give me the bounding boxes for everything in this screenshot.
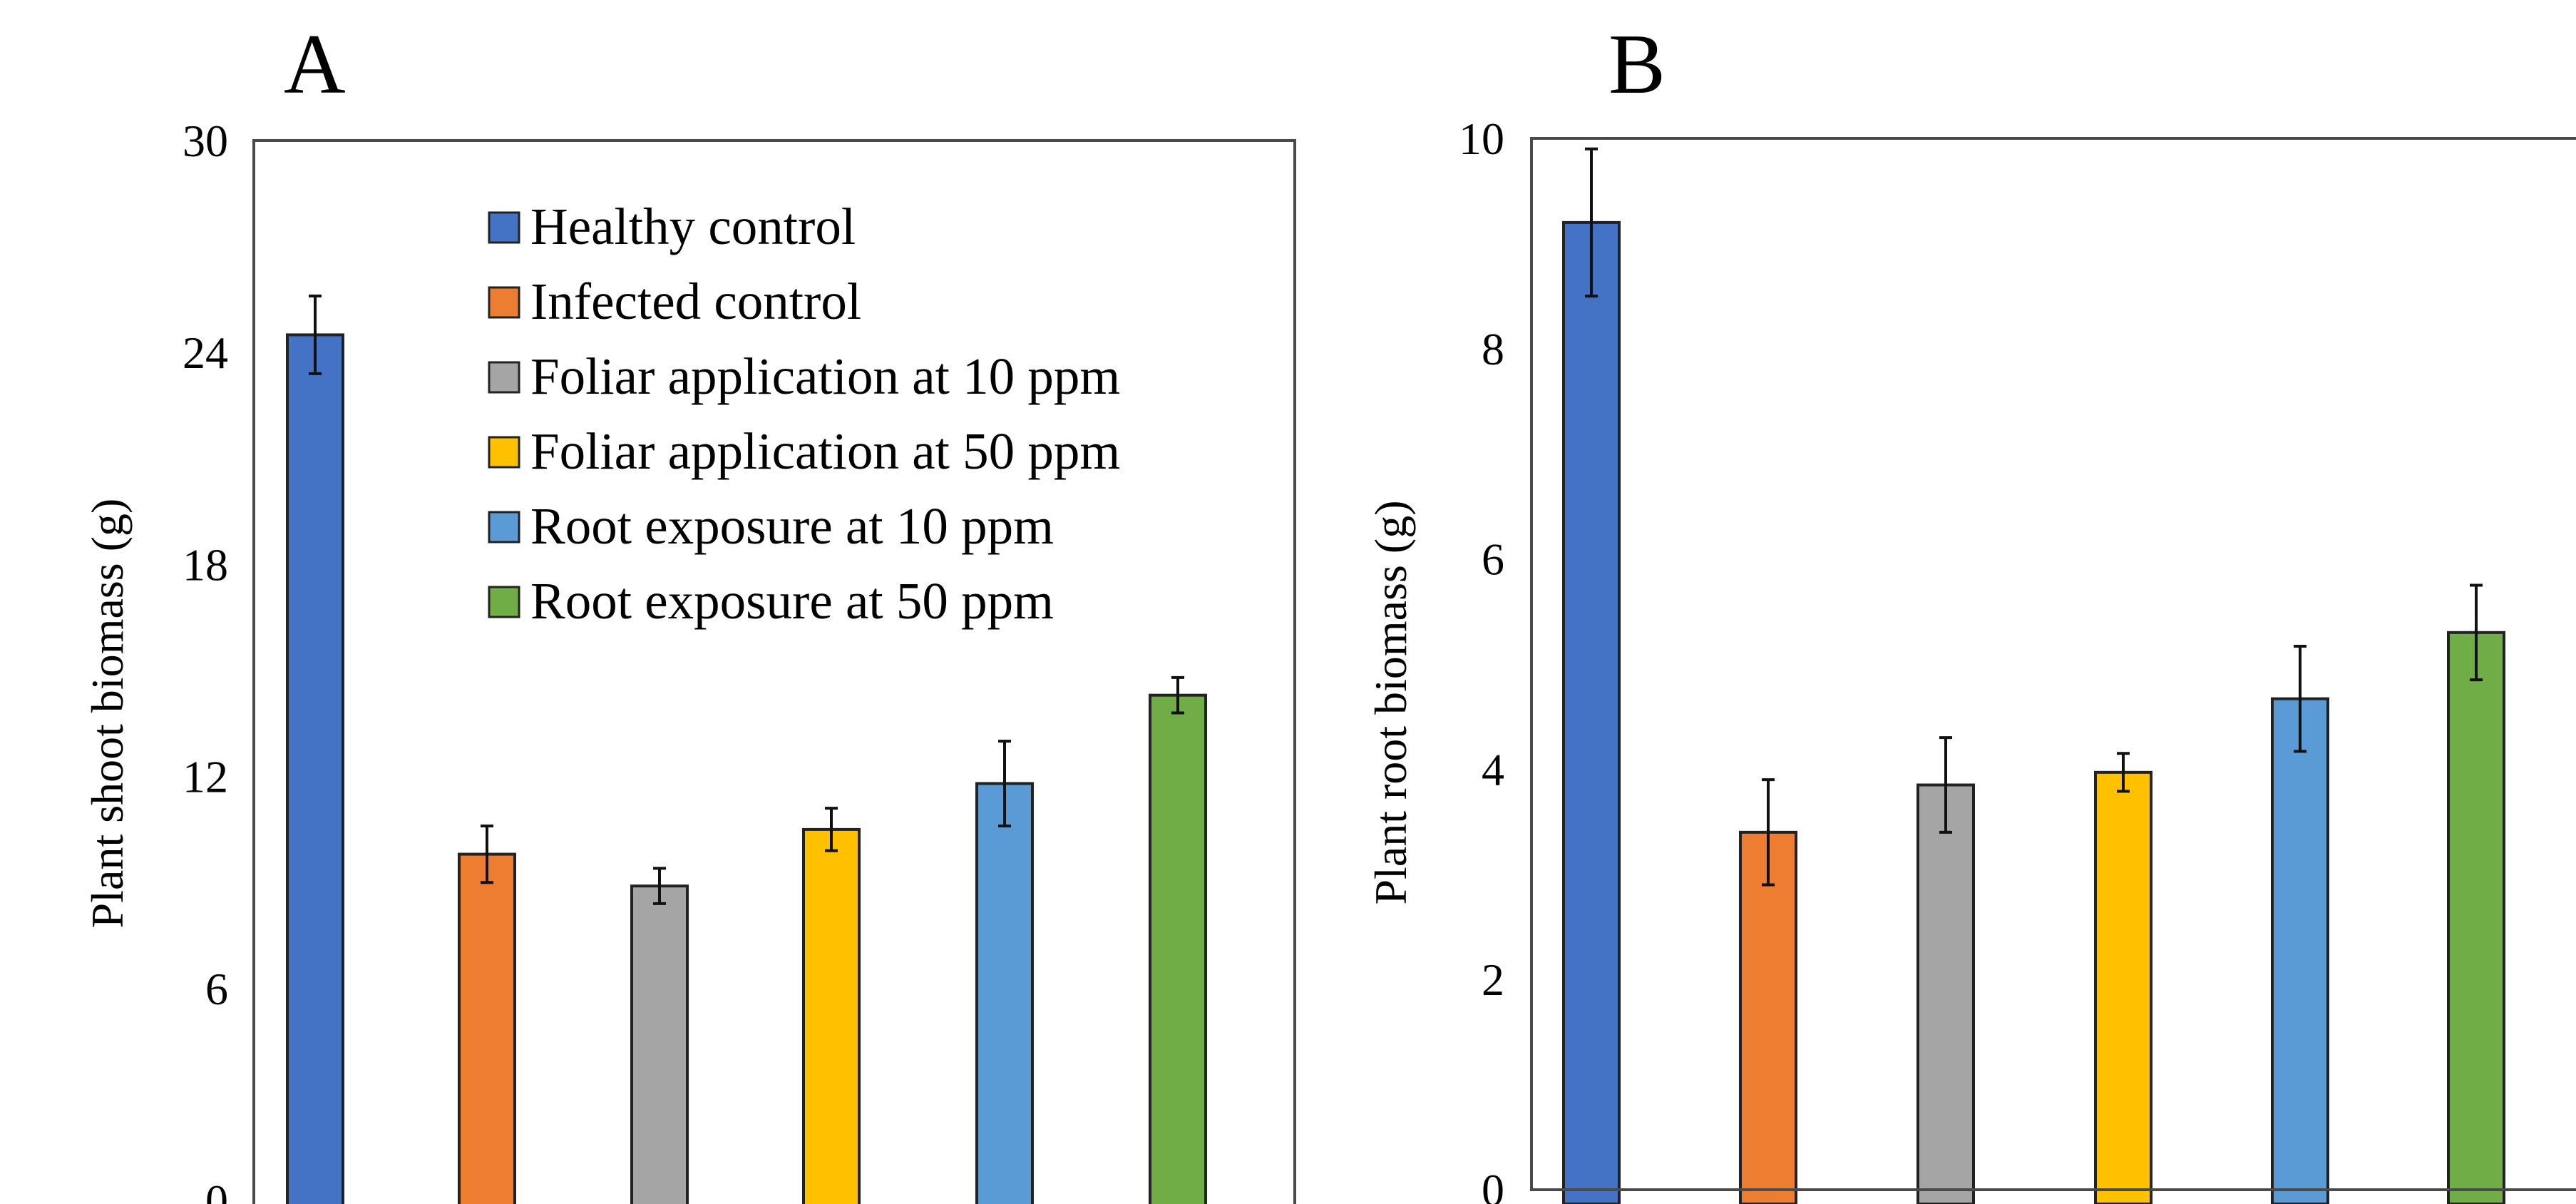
panel-b-y-tick-label: 10 xyxy=(1459,113,1504,164)
panel-b-bar xyxy=(2447,631,2505,1204)
legend-swatch xyxy=(488,286,520,319)
panel-a-ylabel: Plant shoot biomass (g) xyxy=(82,499,133,929)
panel-a-bar xyxy=(1149,693,1207,1204)
panel-b-plot-frame xyxy=(1530,137,2576,1191)
panel-b-error-bars xyxy=(1585,147,2483,887)
panel-a-plot-frame xyxy=(252,139,1296,1204)
panel-b-bar xyxy=(1916,783,1975,1204)
legend-label: Infected control xyxy=(530,272,861,330)
panel-a-bar xyxy=(458,852,516,1204)
panel-a-bar xyxy=(286,333,344,1204)
panel-b-y-tick-label: 2 xyxy=(1482,954,1504,1005)
panel-b-letter: B xyxy=(1608,16,1666,111)
panel-b-bar xyxy=(2094,770,2152,1204)
panel-a-bar xyxy=(975,782,1034,1204)
panel-a: A Plant shoot biomass (g) 0 6 12 18 24 30 Hea… xyxy=(82,16,1296,1204)
panel-b-y-tick-label: 8 xyxy=(1482,324,1504,374)
panel-a-y-tick-labels: 0 6 12 18 24 30 xyxy=(183,116,228,1204)
legend: Healthy control Infected control Foliar ap… xyxy=(488,198,1120,630)
legend-swatch xyxy=(488,361,520,394)
panel-a-y-tick-label: 0 xyxy=(205,1175,228,1204)
panel-b-bar xyxy=(2271,697,2329,1204)
legend-label: Healthy control xyxy=(530,198,856,255)
panel-b: B Plant root biomass (g) 0 2 4 6 8 10 xyxy=(1365,16,2576,1204)
panel-b-y-tick-label: 0 xyxy=(1482,1165,1504,1204)
legend-label: Root exposure at 50 ppm xyxy=(530,572,1054,630)
panel-a-y-tick-label: 24 xyxy=(183,327,228,378)
panel-a-y-tick-label: 12 xyxy=(183,752,228,802)
panel-b-bars xyxy=(1562,220,2505,1204)
legend-swatch xyxy=(488,511,520,544)
legend-label: Foliar application at 10 ppm xyxy=(530,347,1120,405)
panel-b-bar xyxy=(1562,220,1621,1204)
panel-a-bars xyxy=(286,333,1207,1204)
panel-a-error-bars xyxy=(309,294,1184,905)
legend-swatch xyxy=(488,211,520,244)
panel-a-letter: A xyxy=(284,16,346,111)
panel-b-y-tick-labels: 0 2 4 6 8 10 xyxy=(1459,113,1504,1204)
legend-swatch xyxy=(488,586,520,618)
panel-a-y-tick-label: 30 xyxy=(183,116,228,166)
panel-a-bar xyxy=(802,827,861,1204)
panel-b-ylabel: Plant root biomass (g) xyxy=(1365,500,1416,904)
legend-swatch xyxy=(488,436,520,469)
legend-label: Root exposure at 10 ppm xyxy=(530,497,1054,555)
panel-b-bar xyxy=(1739,830,1797,1204)
panel-a-y-tick-label: 6 xyxy=(205,964,228,1014)
panel-b-y-tick-label: 6 xyxy=(1482,534,1504,585)
panel-b-y-tick-label: 4 xyxy=(1482,744,1504,795)
legend-label: Foliar application at 50 ppm xyxy=(530,422,1120,480)
panel-a-y-tick-label: 18 xyxy=(183,539,228,590)
panel-a-bar xyxy=(630,884,689,1204)
